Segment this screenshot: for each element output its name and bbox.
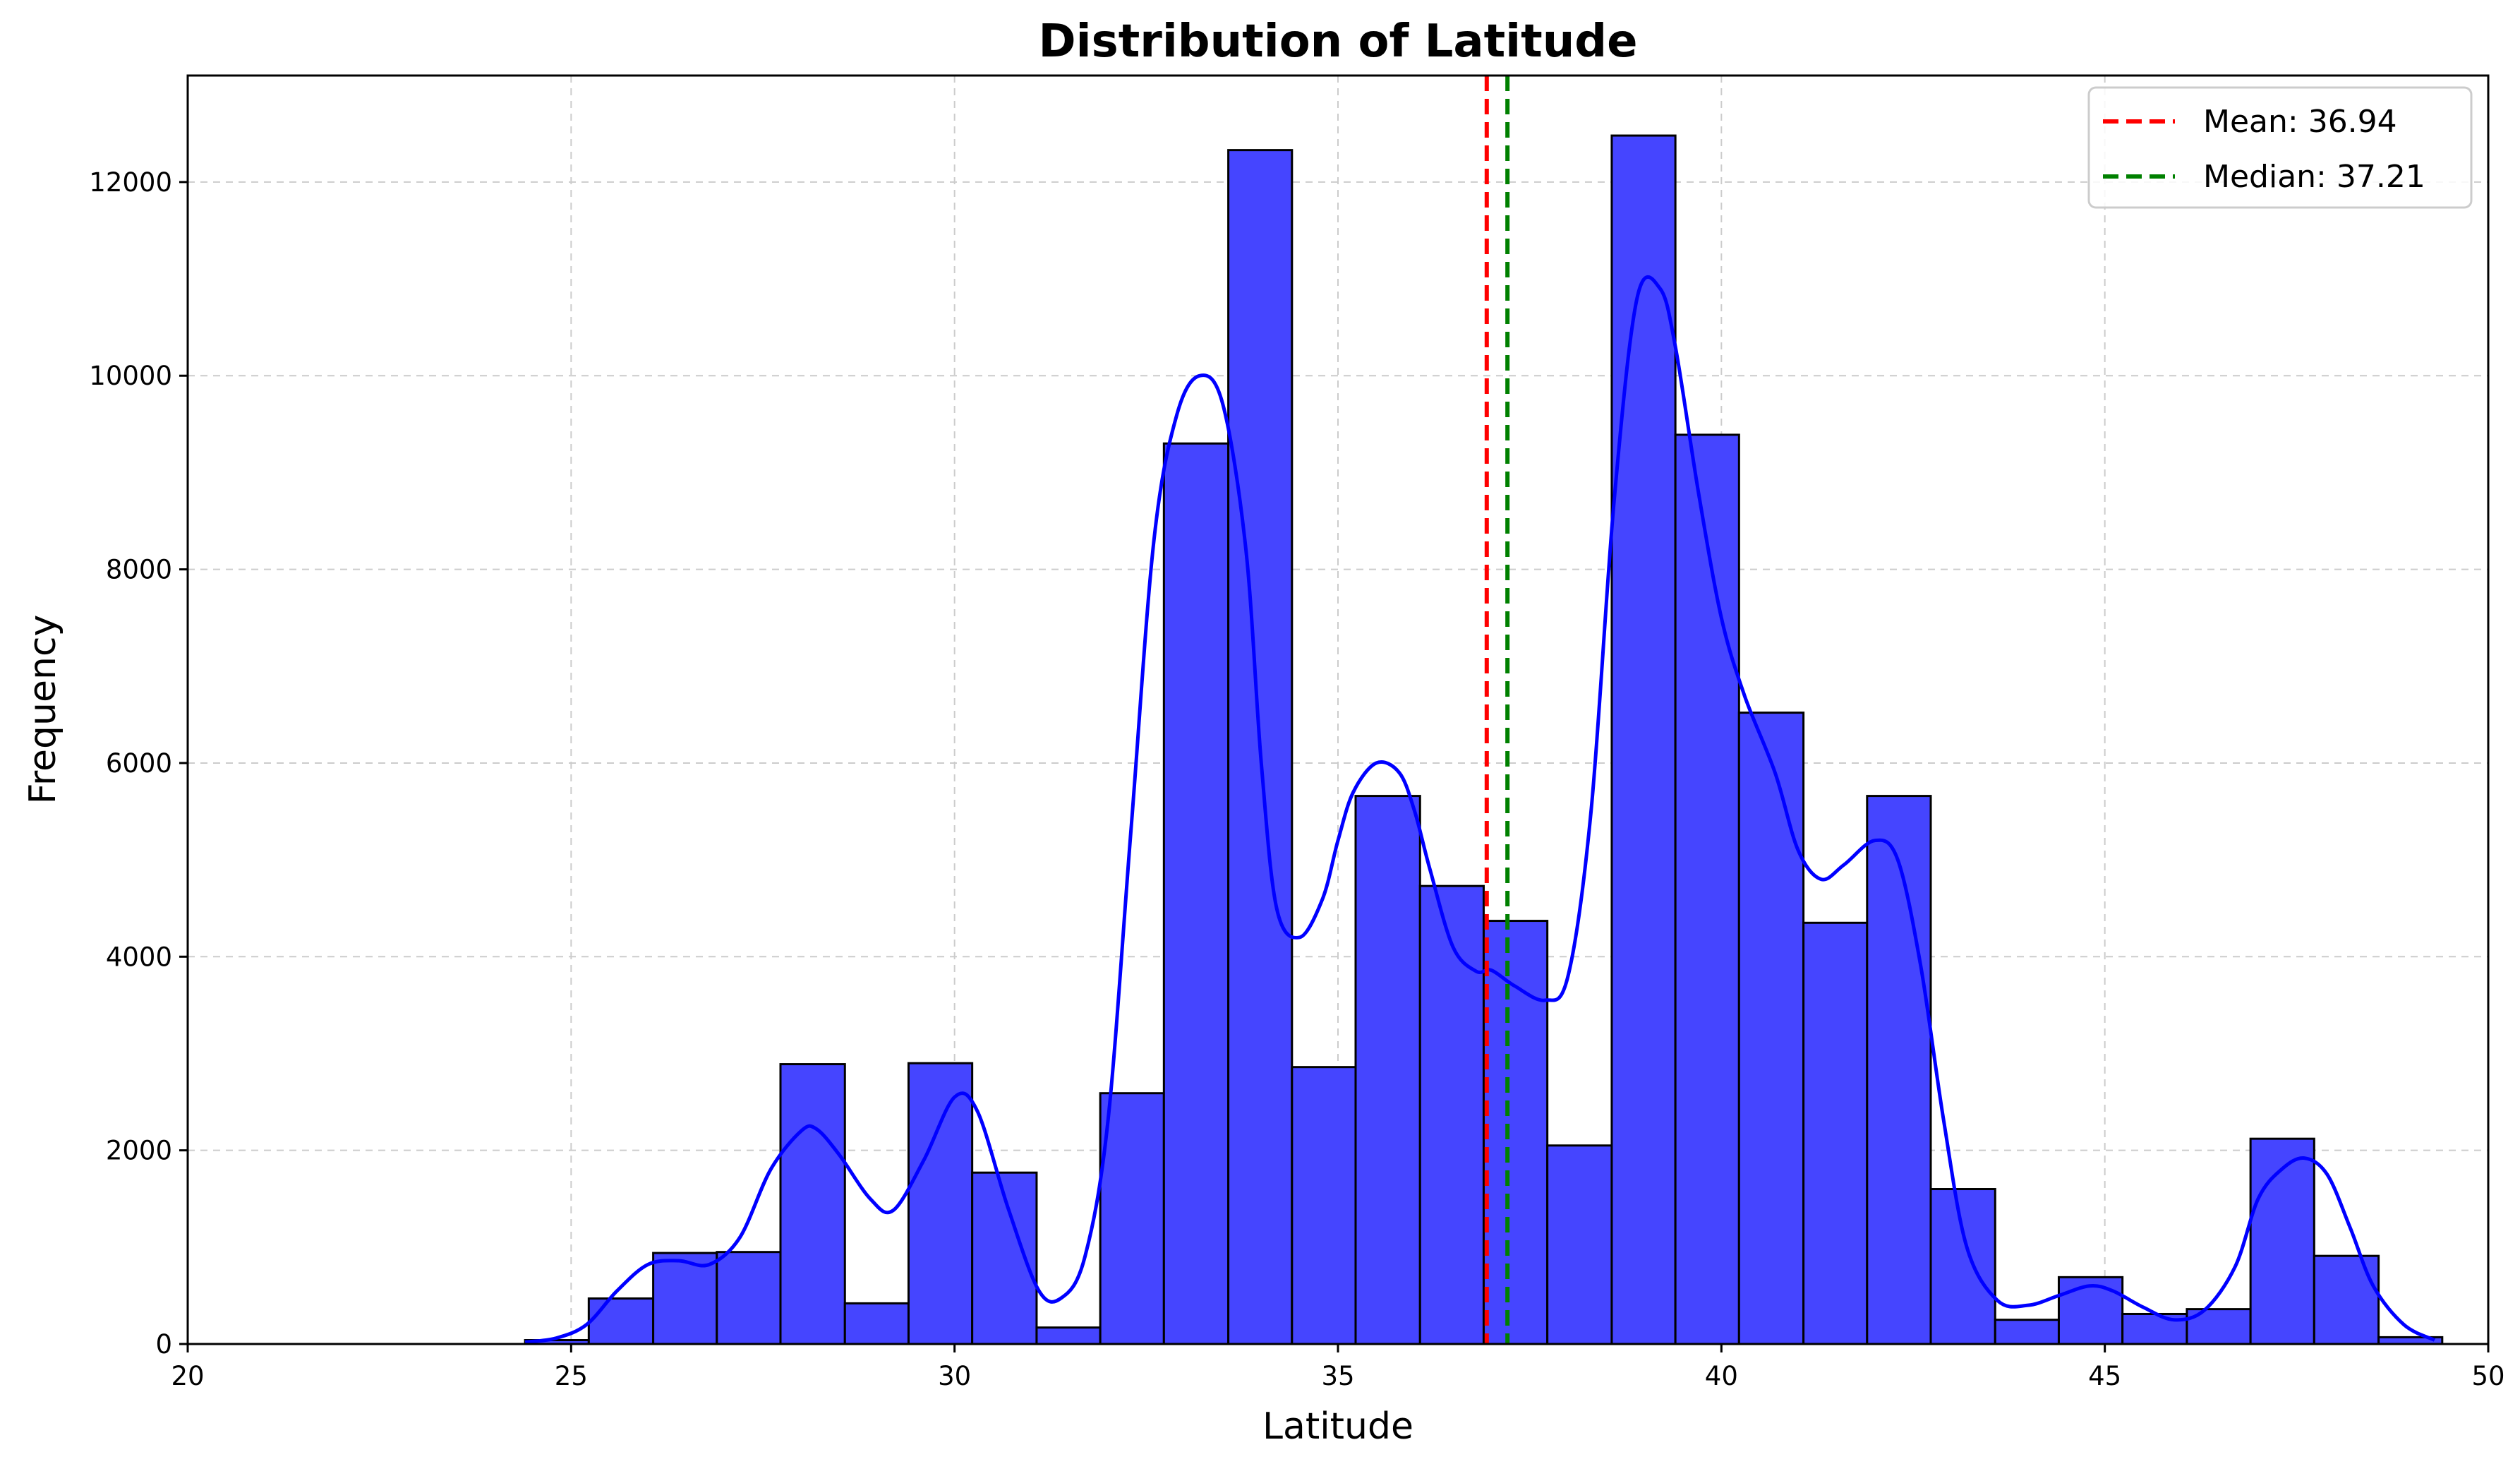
x-tick-label: 25 [555, 1361, 588, 1391]
histogram-bars [524, 134, 2444, 1345]
y-tick-label: 6000 [106, 748, 172, 779]
histogram-bar [1994, 1319, 2060, 1345]
x-tick-label: 45 [2088, 1361, 2121, 1391]
y-axis-label: Frequency [22, 615, 64, 805]
histogram-bar [1866, 795, 1932, 1345]
histogram-bar [1546, 1144, 1613, 1345]
y-tick-label: 12000 [89, 167, 172, 198]
x-tick-label: 20 [171, 1361, 204, 1391]
y-tick-label: 8000 [106, 555, 172, 585]
histogram-bar [2313, 1254, 2380, 1345]
histogram-bar [843, 1302, 910, 1345]
histogram-bar [716, 1251, 782, 1345]
x-axis-label: Latitude [1262, 1405, 1413, 1448]
histogram-bar [1291, 1066, 1357, 1345]
histogram-bar [1737, 712, 1805, 1345]
histogram-bar [1482, 920, 1549, 1345]
histogram-bar [2057, 1276, 2124, 1345]
histogram-bar [1099, 1092, 1165, 1345]
y-tick-label: 0 [155, 1329, 172, 1360]
chart-title: Distribution of Latitude [1039, 16, 1638, 68]
legend-box [2087, 86, 2473, 209]
legend-median-label: Median: 37.21 [2203, 159, 2425, 195]
histogram-bar [1610, 134, 1677, 1345]
histogram-bar [587, 1297, 655, 1345]
legend-mean-label: Mean: 36.94 [2203, 104, 2397, 140]
histogram-bar [779, 1063, 846, 1345]
kde-curve [524, 275, 2436, 1344]
y-tick-label: 2000 [106, 1136, 172, 1166]
y-tick-label: 4000 [106, 942, 172, 972]
histogram-bar [907, 1062, 974, 1345]
x-axis-ticks: 20 25 30 35 40 45 50 [171, 1344, 2505, 1391]
histogram-bar [1162, 442, 1230, 1345]
x-tick-label: 30 [938, 1361, 971, 1391]
histogram-bar [1035, 1326, 1102, 1345]
y-axis-ticks: 0 2000 4000 6000 8000 10000 12000 [89, 167, 188, 1360]
x-tick-label: 50 [2471, 1361, 2504, 1391]
histogram-bar [1418, 884, 1485, 1345]
histogram-bar [1802, 921, 1869, 1345]
histogram-bar [1674, 433, 1740, 1345]
histogram-bar [1354, 795, 1421, 1345]
x-tick-label: 35 [1321, 1361, 1354, 1391]
x-tick-label: 40 [1705, 1361, 1738, 1391]
histogram-bar [1929, 1188, 1996, 1345]
legend: Mean: 36.94 Median: 37.21 [2087, 86, 2473, 209]
y-tick-label: 10000 [89, 361, 172, 391]
